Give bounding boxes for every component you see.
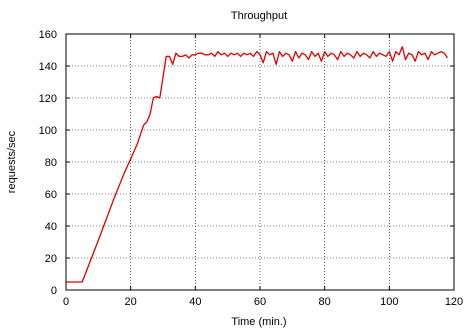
x-tick-label: 80	[319, 296, 331, 308]
x-tick-label: 20	[125, 296, 137, 308]
y-tick-label: 160	[39, 29, 57, 41]
y-tick-label: 120	[39, 93, 57, 105]
plot-frame	[65, 33, 455, 291]
x-tick-label: 40	[189, 296, 201, 308]
grid-lines	[66, 34, 454, 290]
y-tick-label: 40	[45, 221, 57, 233]
y-tick-label: 60	[45, 189, 57, 201]
y-tick-labels: 0 20 40 60 80 100 120 140 160	[39, 29, 57, 297]
y-axis-title: requests/sec	[6, 130, 18, 193]
x-tick-label: 0	[63, 296, 69, 308]
y-tick-label: 100	[39, 125, 57, 137]
chart-title: Throughput	[231, 10, 287, 22]
axis-ticks	[65, 33, 455, 291]
series-line	[66, 46, 449, 283]
x-tick-label: 100	[380, 296, 398, 308]
x-tick-labels: 0 20 40 60 80 100 120	[63, 296, 463, 308]
y-tick-label: 80	[45, 157, 57, 169]
y-tick-label: 20	[45, 253, 57, 265]
x-tick-label: 60	[254, 296, 266, 308]
x-tick-label: 120	[445, 296, 463, 308]
x-axis-title: Time (min.)	[231, 316, 286, 328]
y-tick-label: 140	[39, 61, 57, 73]
y-tick-label: 0	[51, 285, 57, 297]
